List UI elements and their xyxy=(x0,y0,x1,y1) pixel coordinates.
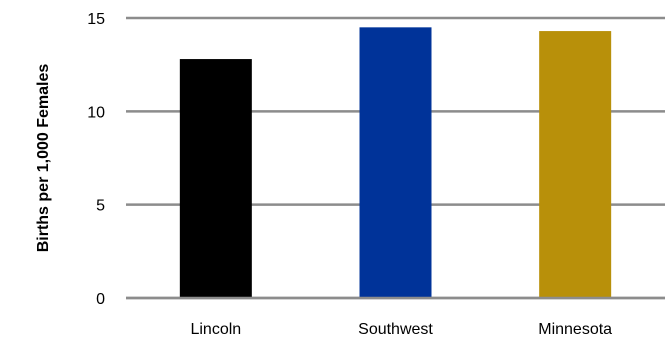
x-category-label: Lincoln xyxy=(190,321,241,338)
y-tick-label: 10 xyxy=(87,104,105,121)
y-axis-ticks: 0 5 10 15 xyxy=(87,11,105,308)
x-category-label: Southwest xyxy=(358,321,433,338)
y-tick-label: 15 xyxy=(87,11,105,28)
x-axis-labels: Lincoln Southwest Minnesota xyxy=(190,321,612,338)
y-tick-label: 5 xyxy=(96,198,105,215)
bar-minnesota xyxy=(539,31,612,299)
bars xyxy=(126,27,665,300)
y-axis-title: Births per 1,000 Females xyxy=(35,64,52,253)
x-category-label: Minnesota xyxy=(538,321,612,338)
bar-southwest xyxy=(359,27,432,298)
bar-lincoln xyxy=(179,59,252,298)
y-tick-label: 0 xyxy=(96,291,105,308)
